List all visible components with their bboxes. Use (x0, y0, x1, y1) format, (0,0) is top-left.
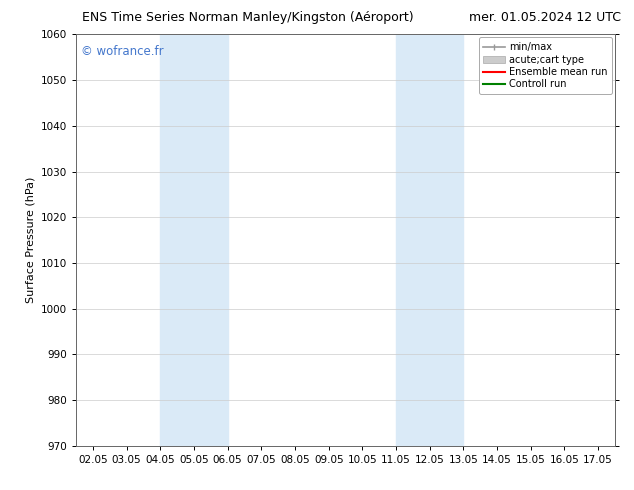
Text: © wofrance.fr: © wofrance.fr (81, 45, 164, 58)
Text: mer. 01.05.2024 12 UTC: mer. 01.05.2024 12 UTC (469, 11, 621, 24)
Bar (396, 34, 463, 446)
Y-axis label: Surface Pressure (hPa): Surface Pressure (hPa) (25, 177, 36, 303)
Bar (160, 34, 228, 446)
Text: ENS Time Series Norman Manley/Kingston (Aéroport): ENS Time Series Norman Manley/Kingston (… (82, 11, 414, 24)
Legend: min/max, acute;cart type, Ensemble mean run, Controll run: min/max, acute;cart type, Ensemble mean … (479, 37, 612, 94)
